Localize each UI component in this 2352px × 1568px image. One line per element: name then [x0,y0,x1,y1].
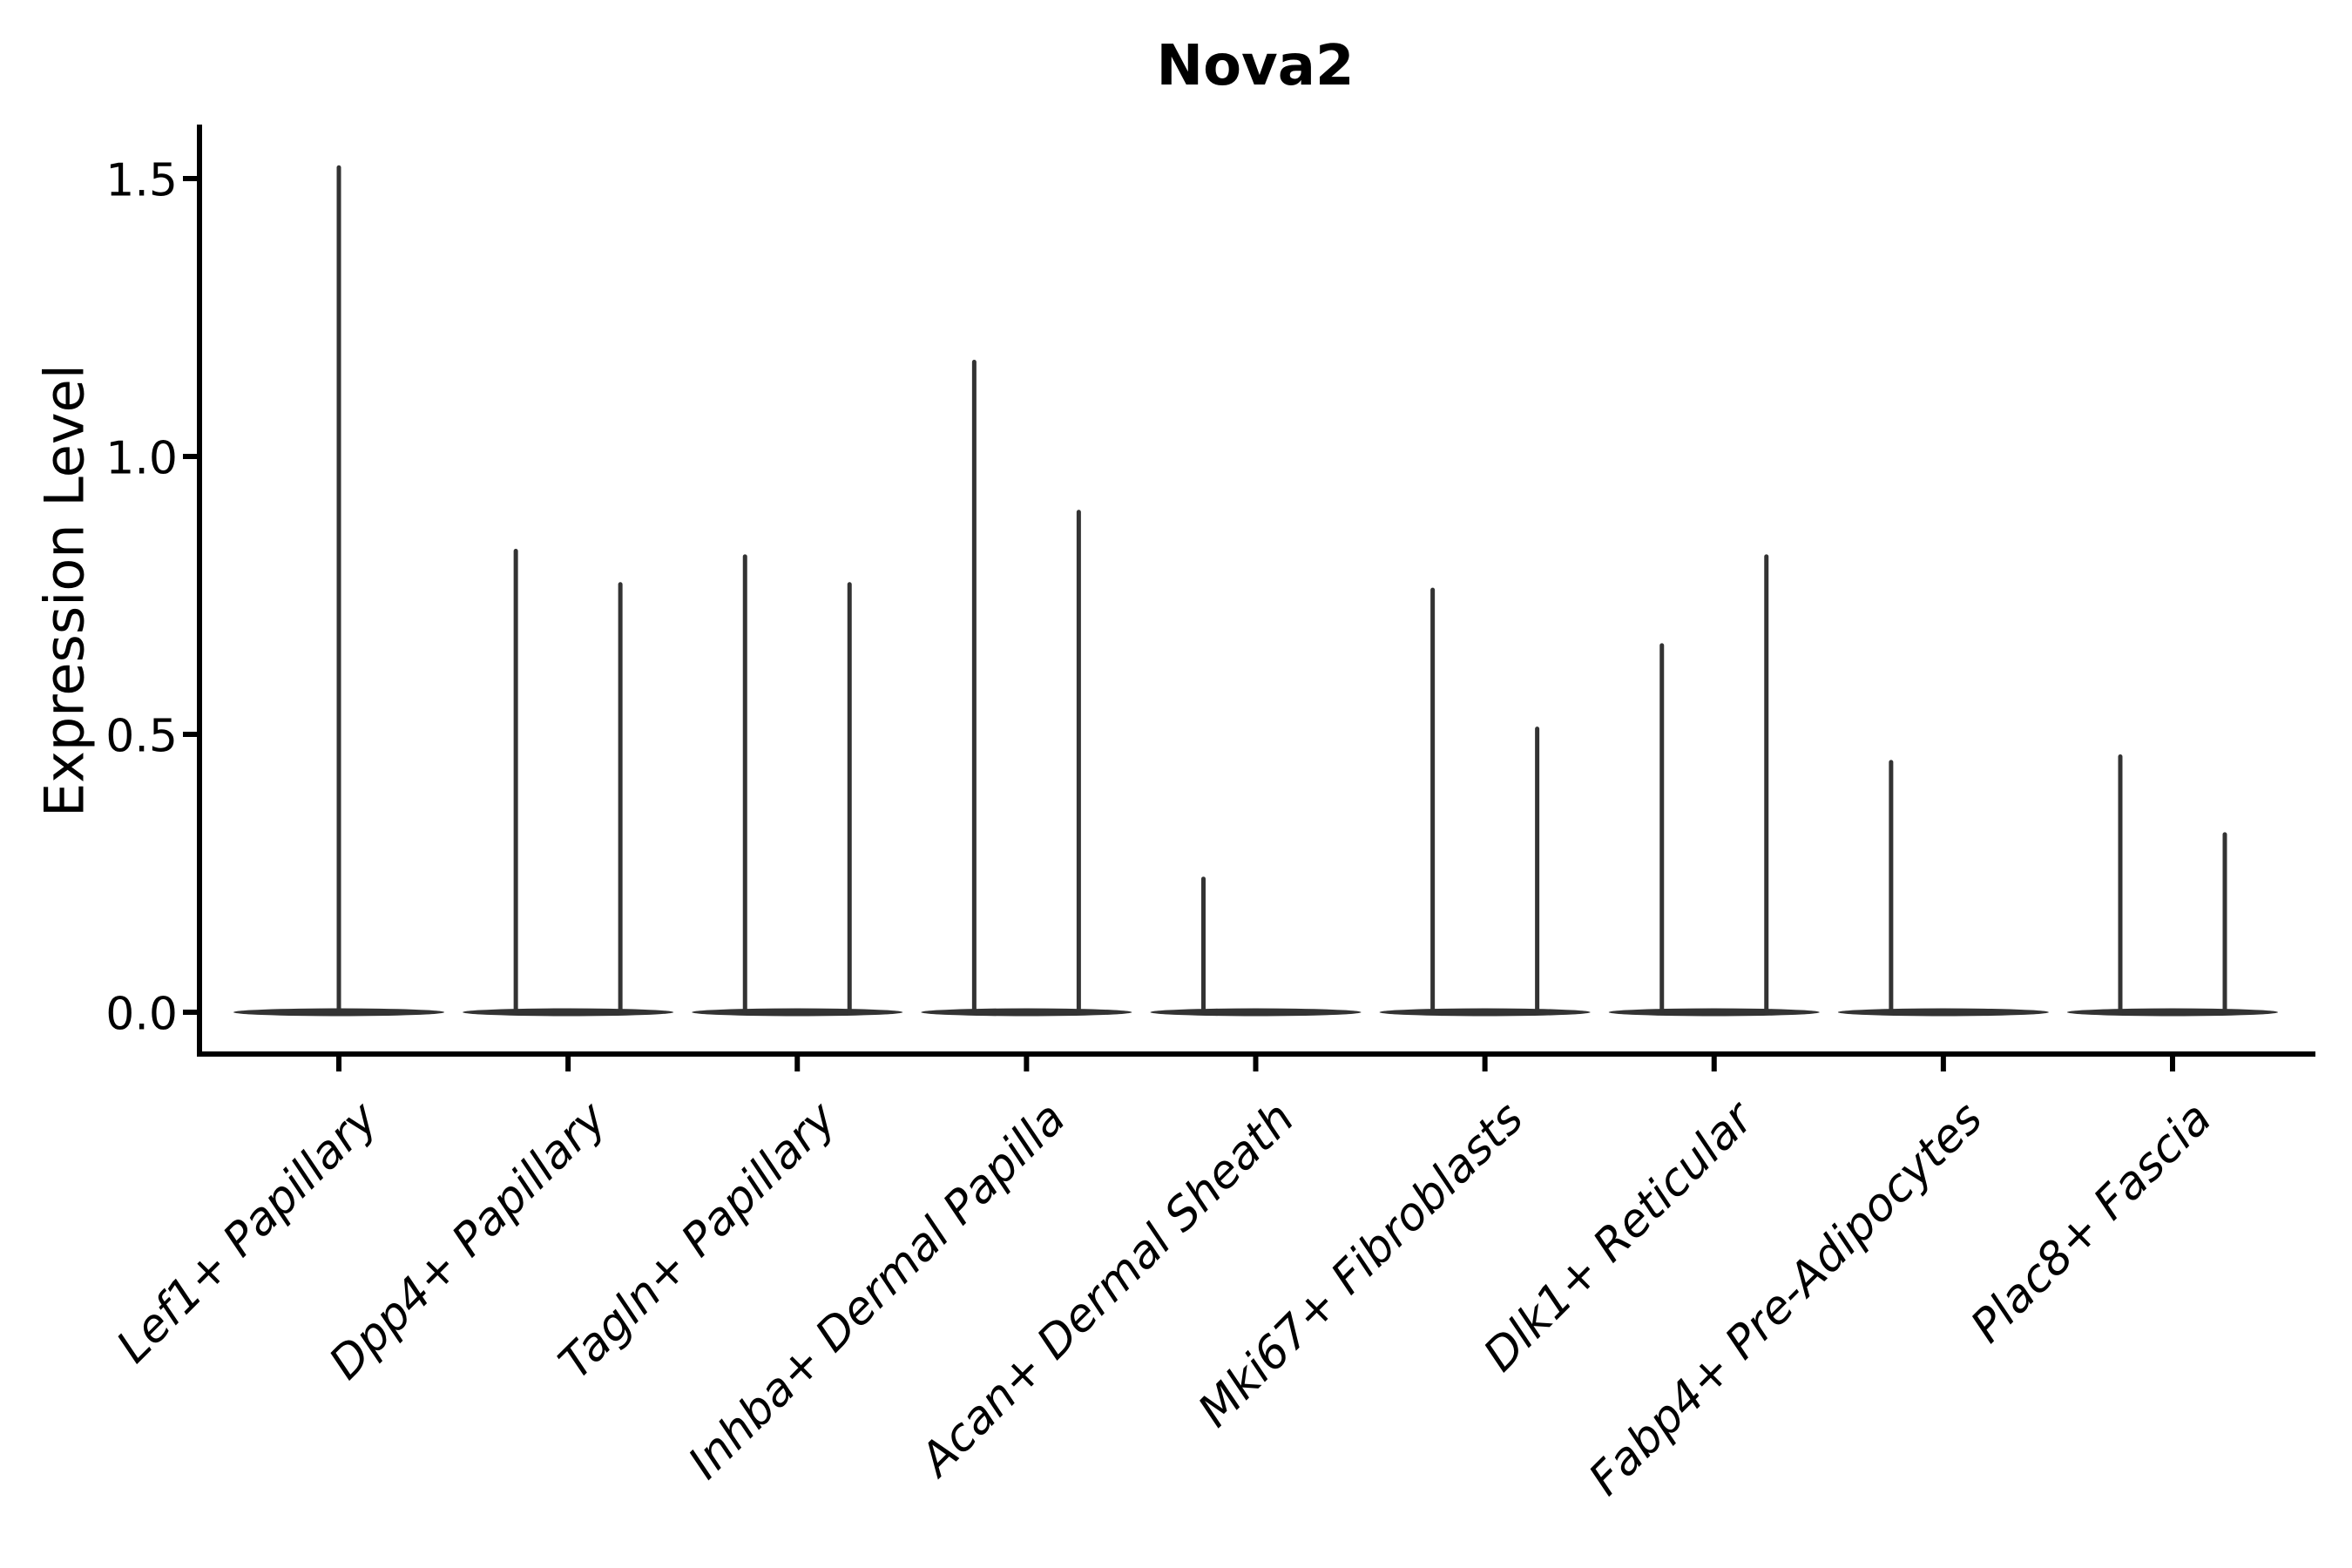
y-tick-label: 0.0 [105,988,178,1041]
violin-base [692,1008,903,1017]
y-tick-label: 0.5 [105,710,178,763]
violin-base [2067,1008,2278,1017]
violin-base [463,1008,674,1017]
y-axis-label: Expression Level [32,364,97,817]
violin-base [1150,1008,1362,1017]
y-tick-label: 1.5 [105,154,178,207]
plot-title: Nova2 [1156,34,1355,98]
violin-base [1837,1008,2049,1017]
violin-base [921,1008,1132,1017]
y-tick-label: 1.0 [105,432,178,485]
violin-base [1379,1008,1591,1017]
violin-base [1608,1008,1820,1017]
